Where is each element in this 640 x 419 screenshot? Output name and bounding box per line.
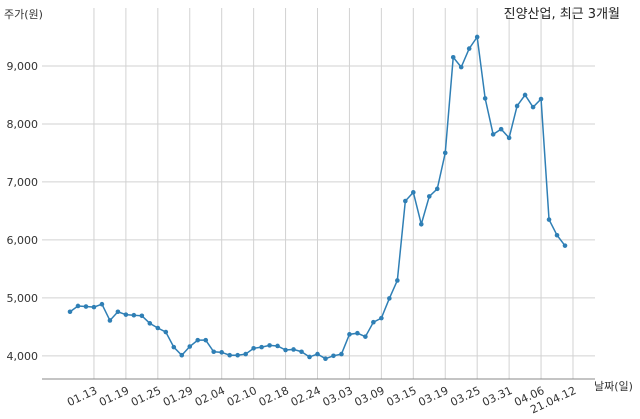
data-point bbox=[195, 337, 201, 343]
data-point bbox=[163, 329, 169, 335]
data-point bbox=[131, 312, 137, 318]
data-point bbox=[67, 309, 73, 315]
data-point bbox=[379, 315, 384, 321]
x-tick-label: 01.19 bbox=[97, 384, 131, 409]
data-point bbox=[522, 92, 528, 98]
data-point bbox=[187, 344, 193, 349]
data-point bbox=[482, 96, 488, 101]
data-point bbox=[283, 347, 288, 353]
data-point bbox=[466, 46, 472, 51]
data-point bbox=[203, 337, 209, 343]
price-points bbox=[67, 34, 568, 362]
data-point bbox=[115, 309, 121, 315]
data-point bbox=[474, 34, 480, 40]
data-point bbox=[171, 344, 177, 350]
y-tick-labels: 4,000 5,000 6,000 7,000 8,000 9,000 bbox=[7, 60, 39, 363]
data-point bbox=[371, 319, 376, 325]
data-point bbox=[307, 354, 312, 360]
x-tick-labels: 01.1301.1901.2501.2902.0402.1002.1802.24… bbox=[65, 384, 578, 416]
data-point bbox=[219, 350, 224, 355]
data-point bbox=[450, 54, 456, 60]
data-point bbox=[387, 296, 392, 301]
data-point bbox=[506, 135, 512, 141]
grid-lines bbox=[42, 8, 595, 379]
y-tick-label: 6,000 bbox=[7, 234, 39, 247]
data-point bbox=[235, 352, 240, 358]
data-point bbox=[339, 351, 344, 357]
data-point bbox=[546, 217, 552, 222]
data-point bbox=[514, 103, 520, 109]
chart-title: 진양산업, 최근 3개월 bbox=[504, 7, 620, 22]
data-point bbox=[243, 351, 248, 357]
data-point bbox=[123, 312, 129, 317]
x-tick-label: 03.19 bbox=[416, 384, 450, 409]
data-point bbox=[395, 278, 400, 283]
data-point bbox=[434, 186, 440, 192]
x-tick-label: 01.29 bbox=[161, 384, 195, 409]
data-point bbox=[538, 96, 544, 102]
data-point bbox=[139, 313, 145, 319]
x-tick-label: 01.13 bbox=[65, 384, 99, 409]
y-tick-label: 8,000 bbox=[7, 118, 39, 131]
y-tick-label: 9,000 bbox=[7, 60, 39, 73]
y-axis-title: 주가(원) bbox=[4, 8, 43, 21]
data-point bbox=[179, 352, 185, 358]
x-tick-label: 02.18 bbox=[257, 384, 291, 409]
x-axis-title: 날짜(일) bbox=[594, 379, 633, 393]
data-point bbox=[347, 332, 352, 337]
data-point bbox=[147, 321, 153, 326]
data-point bbox=[275, 343, 280, 349]
data-point bbox=[458, 64, 464, 70]
x-tick-label: 02.24 bbox=[289, 384, 323, 409]
data-point bbox=[490, 132, 496, 137]
data-point bbox=[99, 301, 105, 307]
data-point bbox=[75, 303, 81, 309]
data-point bbox=[251, 345, 256, 351]
data-point bbox=[562, 243, 568, 248]
data-point bbox=[323, 356, 328, 362]
x-tick-label: 03.03 bbox=[321, 384, 355, 409]
data-point bbox=[411, 190, 416, 195]
data-point bbox=[331, 353, 336, 359]
data-point bbox=[155, 325, 161, 331]
x-tick-label: 02.04 bbox=[193, 384, 227, 409]
data-point bbox=[91, 304, 97, 310]
data-point bbox=[83, 304, 89, 309]
x-tick-label: 03.31 bbox=[480, 384, 514, 409]
data-point bbox=[291, 347, 296, 352]
data-point bbox=[403, 198, 408, 204]
data-point bbox=[426, 194, 432, 199]
data-point bbox=[418, 221, 424, 227]
data-point bbox=[227, 352, 232, 358]
x-tick-label: 02.10 bbox=[225, 384, 259, 409]
x-tick-label: 03.15 bbox=[385, 384, 419, 409]
y-tick-label: 7,000 bbox=[7, 176, 39, 189]
x-tick-label: 03.09 bbox=[353, 384, 387, 409]
y-tick-label: 5,000 bbox=[7, 292, 39, 305]
data-point bbox=[554, 232, 560, 238]
data-point bbox=[211, 349, 217, 355]
data-point bbox=[267, 343, 272, 348]
data-point bbox=[530, 104, 536, 110]
data-point bbox=[363, 334, 368, 339]
x-tick-label: 01.25 bbox=[129, 384, 163, 409]
data-point bbox=[355, 330, 360, 336]
data-point bbox=[315, 351, 320, 357]
data-point bbox=[442, 150, 448, 156]
x-tick-label: 03.25 bbox=[448, 384, 482, 409]
data-point bbox=[299, 349, 304, 355]
data-point bbox=[107, 318, 113, 323]
data-point bbox=[259, 344, 264, 350]
data-point bbox=[498, 126, 504, 132]
y-tick-label: 4,000 bbox=[7, 350, 39, 363]
